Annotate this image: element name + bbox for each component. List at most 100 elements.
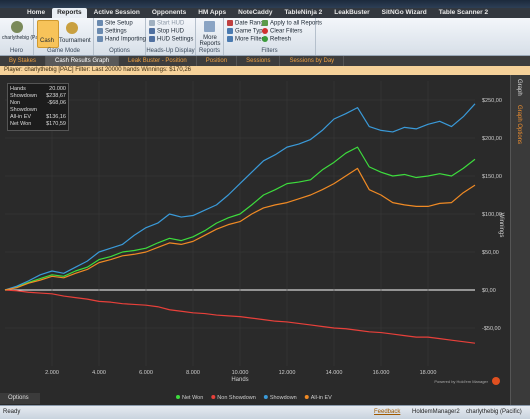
x-tick-label: 8.000 bbox=[186, 370, 200, 376]
app-tab[interactable]: NoteCaddy bbox=[238, 9, 273, 16]
group-label: Heads-Up Display bbox=[146, 48, 195, 54]
feedback-link[interactable]: Feedback bbox=[374, 409, 401, 415]
app-name: HoldemManager2 bbox=[412, 409, 460, 415]
report-tab[interactable]: By Stakes bbox=[0, 56, 47, 66]
line-series bbox=[4, 146, 476, 291]
app-tab[interactable]: Table Scanner 2 bbox=[438, 9, 489, 16]
x-tick-label: 6.000 bbox=[139, 370, 153, 376]
x-tick-label: 12.000 bbox=[279, 370, 296, 376]
report-tab[interactable]: Sessions bbox=[237, 56, 281, 66]
y-tick-label: $100,00 bbox=[482, 212, 502, 218]
app-tab[interactable]: Reports bbox=[52, 8, 87, 18]
app-tab[interactable]: TableNinja 2 bbox=[284, 9, 323, 16]
y-tick-label: $50,00 bbox=[482, 250, 499, 256]
line-series bbox=[4, 167, 476, 291]
report-tab[interactable]: Sessions by Day bbox=[280, 56, 345, 66]
stats-row: Non Showdown -$68,06 bbox=[10, 100, 66, 114]
apply-all[interactable]: Apply to all Reports bbox=[262, 20, 322, 27]
start-hud[interactable]: Start HUD bbox=[149, 20, 184, 27]
site-setup[interactable]: Site Setup bbox=[97, 20, 133, 27]
label: Date Range bbox=[235, 20, 268, 27]
more-reports[interactable]: More Reports bbox=[199, 35, 221, 47]
legend-label: Non Showdown bbox=[217, 395, 256, 401]
status-bar: Ready Feedback HoldemManager2 charlytheb… bbox=[0, 405, 530, 419]
y-tick-label: $150,00 bbox=[482, 174, 502, 180]
legend-label: All-in EV bbox=[311, 395, 332, 401]
x-axis-label: Hands bbox=[231, 377, 248, 383]
stats-value: $238,67 bbox=[46, 93, 66, 99]
report-tab[interactable]: Leak Buster - Position bbox=[119, 56, 197, 66]
more-filters[interactable]: More Filters bbox=[227, 36, 267, 43]
app-tab[interactable]: LeakBuster bbox=[334, 9, 370, 16]
hero-avatar bbox=[11, 21, 23, 33]
report-tabs: By Stakes Cash Results Graph Leak Buster -… bbox=[0, 56, 530, 66]
stats-value: 20.000 bbox=[49, 86, 66, 92]
hero-name[interactable]: charlythebig (Pacific) bbox=[2, 35, 49, 41]
logo-text: Powered by Hold'em Manager bbox=[434, 379, 488, 384]
side-tabs: Graph Graph Options bbox=[510, 75, 530, 405]
title-bar bbox=[0, 0, 530, 8]
label: Settings bbox=[105, 28, 127, 35]
user-name: charlythebig (Pacific) bbox=[466, 409, 522, 415]
y-tick-label: $250,00 bbox=[482, 98, 502, 104]
tournament-button[interactable]: Tournament bbox=[59, 38, 91, 44]
label: Clear Filters bbox=[270, 28, 303, 35]
app-tabs: Home Reports Active Session Opponents HM App… bbox=[0, 8, 530, 18]
cash-button[interactable]: Cash bbox=[40, 38, 55, 44]
options-button[interactable]: Options bbox=[0, 393, 40, 404]
stats-label: Non Showdown bbox=[10, 100, 37, 113]
line-series bbox=[4, 103, 476, 291]
hud-group: Start HUD Stop HUD HUD Settings Heads-Up… bbox=[146, 18, 196, 55]
ribbon: charlythebig (Pacific) Hero Cash Tournam… bbox=[0, 18, 530, 56]
app-tab[interactable]: HM Apps bbox=[198, 9, 227, 16]
logo-icon bbox=[492, 377, 500, 385]
legend-swatch bbox=[211, 395, 216, 399]
legend-swatch bbox=[263, 395, 268, 399]
stats-box: Hands 20.000 Showdown $238,67 Non Showdown -$… bbox=[7, 83, 69, 131]
stats-value: $170,59 bbox=[46, 121, 66, 127]
chart-background bbox=[0, 75, 510, 405]
hud-settings[interactable]: HUD Settings bbox=[149, 36, 193, 43]
app-tab[interactable]: SitNGo Wizard bbox=[381, 9, 427, 16]
group-label: Reports bbox=[198, 48, 220, 54]
group-label: Game Mode bbox=[46, 48, 80, 54]
reports-group: More Reports Reports bbox=[196, 18, 224, 55]
y-tick-label: $0,00 bbox=[482, 288, 496, 294]
app-tab[interactable]: Opponents bbox=[151, 9, 187, 16]
label: Site Setup bbox=[105, 20, 133, 27]
label: HUD Settings bbox=[157, 36, 194, 43]
graph-tab[interactable]: Graph bbox=[516, 79, 522, 96]
stats-value: -$68,06 bbox=[47, 100, 66, 106]
stop-hud[interactable]: Stop HUD bbox=[149, 28, 184, 35]
settings[interactable]: Settings bbox=[97, 28, 127, 35]
x-tick-label: 16.000 bbox=[373, 370, 390, 376]
y-tick-label: $200,00 bbox=[482, 136, 502, 142]
hand-importing[interactable]: Hand Importing bbox=[97, 36, 146, 43]
status-text: Ready bbox=[3, 409, 21, 415]
tournament-icon bbox=[66, 22, 78, 34]
legend-label: Net Won bbox=[182, 395, 203, 401]
stats-value: $136,16 bbox=[46, 114, 66, 120]
label: Stop HUD bbox=[157, 28, 185, 35]
hero-group: charlythebig (Pacific) Hero bbox=[0, 18, 48, 55]
graph-options-tab[interactable]: Graph Options bbox=[516, 105, 522, 145]
date-range[interactable]: Date Range bbox=[227, 20, 267, 27]
report-tab[interactable]: Position bbox=[197, 56, 238, 66]
chart: Hands Winnings Powered by Hold'em Manage… bbox=[0, 75, 510, 405]
stats-label: Showdown bbox=[10, 93, 37, 99]
stats-label: All-in EV bbox=[10, 114, 32, 120]
clear-filters[interactable]: Clear Filters bbox=[262, 28, 302, 35]
options-group: Site Setup Settings Hand Importing Optio… bbox=[94, 18, 146, 55]
refresh[interactable]: Refresh bbox=[262, 36, 291, 43]
y-axis-label: Winnings bbox=[498, 213, 504, 238]
x-tick-label: 4.000 bbox=[92, 370, 106, 376]
x-tick-label: 2.000 bbox=[45, 370, 59, 376]
app-tab[interactable]: Home bbox=[27, 9, 46, 16]
app-tab[interactable]: Active Session bbox=[93, 9, 140, 16]
game-type[interactable]: Game Type bbox=[227, 28, 266, 35]
label: Game Type bbox=[235, 28, 266, 35]
x-tick-label: 14.000 bbox=[326, 370, 343, 376]
report-tab[interactable]: Cash Results Graph bbox=[46, 56, 120, 66]
cash-button-bg bbox=[37, 20, 59, 48]
